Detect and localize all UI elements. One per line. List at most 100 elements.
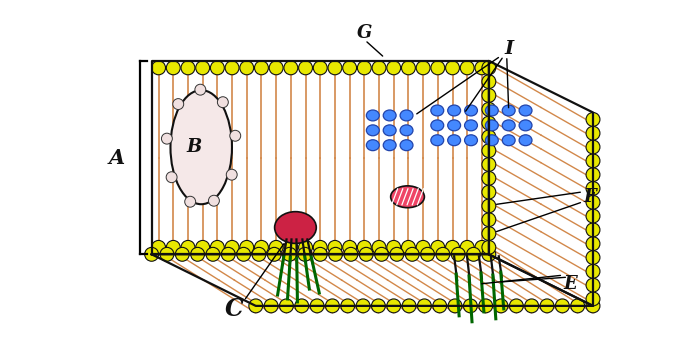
Text: E: E — [564, 275, 577, 293]
Circle shape — [586, 292, 600, 306]
Circle shape — [209, 195, 219, 206]
Circle shape — [152, 240, 165, 254]
Ellipse shape — [400, 125, 413, 136]
Circle shape — [372, 240, 386, 254]
Circle shape — [267, 248, 281, 261]
Circle shape — [145, 248, 159, 261]
Ellipse shape — [502, 120, 515, 131]
Ellipse shape — [383, 140, 396, 151]
Circle shape — [358, 240, 371, 254]
Circle shape — [175, 248, 189, 261]
Circle shape — [586, 113, 600, 126]
Circle shape — [482, 102, 496, 116]
Circle shape — [160, 248, 174, 261]
Circle shape — [416, 240, 430, 254]
Circle shape — [211, 61, 224, 75]
Circle shape — [314, 61, 327, 75]
Circle shape — [586, 195, 600, 209]
Circle shape — [181, 61, 195, 75]
Ellipse shape — [448, 120, 461, 131]
Ellipse shape — [391, 186, 424, 208]
Circle shape — [586, 265, 600, 278]
Ellipse shape — [430, 120, 444, 131]
Circle shape — [299, 240, 312, 254]
Ellipse shape — [485, 120, 498, 131]
Circle shape — [314, 240, 327, 254]
Circle shape — [298, 248, 312, 261]
Circle shape — [195, 84, 206, 95]
Circle shape — [358, 61, 371, 75]
Circle shape — [433, 299, 447, 313]
Circle shape — [344, 248, 358, 261]
Circle shape — [390, 248, 404, 261]
Ellipse shape — [366, 125, 379, 136]
Circle shape — [240, 61, 253, 75]
Circle shape — [431, 240, 444, 254]
Circle shape — [167, 61, 180, 75]
Circle shape — [555, 299, 569, 313]
Ellipse shape — [171, 90, 232, 204]
Circle shape — [417, 299, 431, 313]
Circle shape — [279, 299, 293, 313]
Circle shape — [252, 248, 266, 261]
Circle shape — [482, 171, 496, 185]
Circle shape — [284, 61, 298, 75]
Circle shape — [586, 154, 600, 168]
Circle shape — [295, 299, 309, 313]
Circle shape — [586, 209, 600, 223]
Circle shape — [448, 299, 462, 313]
Circle shape — [240, 240, 253, 254]
Circle shape — [586, 251, 600, 265]
Text: A: A — [108, 148, 125, 168]
Circle shape — [482, 213, 496, 227]
Circle shape — [284, 240, 298, 254]
Circle shape — [343, 61, 356, 75]
Circle shape — [416, 61, 430, 75]
Circle shape — [494, 299, 508, 313]
Circle shape — [452, 248, 465, 261]
Ellipse shape — [366, 110, 379, 121]
Circle shape — [436, 248, 450, 261]
Circle shape — [482, 144, 496, 158]
Circle shape — [482, 88, 496, 102]
Ellipse shape — [502, 105, 515, 116]
Circle shape — [166, 172, 177, 183]
Circle shape — [467, 248, 480, 261]
Ellipse shape — [383, 125, 396, 136]
Circle shape — [482, 116, 496, 130]
Circle shape — [482, 75, 496, 89]
Circle shape — [586, 126, 600, 140]
Circle shape — [225, 240, 239, 254]
Circle shape — [343, 240, 356, 254]
Circle shape — [475, 240, 489, 254]
Circle shape — [152, 61, 165, 75]
Circle shape — [299, 61, 312, 75]
Ellipse shape — [485, 105, 498, 116]
Ellipse shape — [430, 135, 444, 146]
Circle shape — [586, 237, 600, 251]
Circle shape — [525, 299, 538, 313]
Circle shape — [359, 248, 373, 261]
Circle shape — [185, 196, 195, 207]
Circle shape — [230, 130, 241, 141]
Text: B: B — [187, 138, 202, 156]
Ellipse shape — [519, 135, 532, 146]
Circle shape — [461, 240, 474, 254]
Circle shape — [372, 299, 385, 313]
Circle shape — [196, 240, 209, 254]
Circle shape — [405, 248, 419, 261]
Ellipse shape — [448, 105, 461, 116]
Circle shape — [482, 61, 496, 75]
Circle shape — [431, 61, 444, 75]
Circle shape — [211, 240, 224, 254]
Circle shape — [328, 240, 342, 254]
Circle shape — [248, 299, 262, 313]
Ellipse shape — [366, 140, 379, 151]
Circle shape — [387, 61, 400, 75]
Circle shape — [237, 248, 251, 261]
Circle shape — [402, 240, 415, 254]
Circle shape — [482, 185, 496, 199]
Circle shape — [218, 97, 228, 108]
Circle shape — [421, 248, 435, 261]
Ellipse shape — [400, 140, 413, 151]
